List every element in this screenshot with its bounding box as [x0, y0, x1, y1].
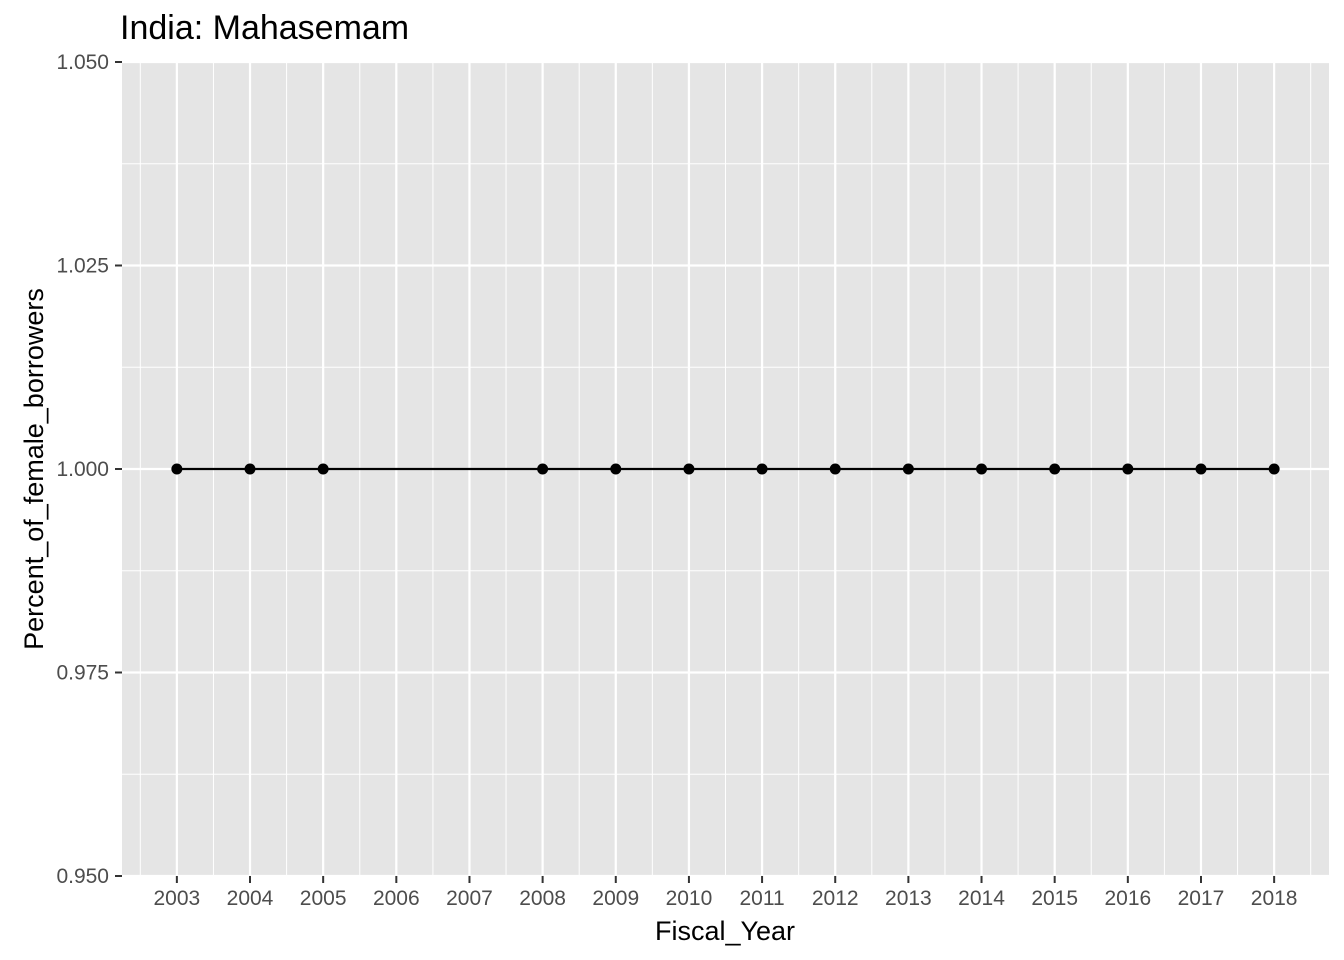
- data-point: [683, 463, 695, 475]
- x-tick-label: 2008: [519, 887, 566, 910]
- x-tick-label: 2005: [300, 887, 347, 910]
- x-tick-label: 2018: [1251, 887, 1298, 910]
- data-point: [1195, 463, 1207, 475]
- data-point: [171, 463, 183, 475]
- x-tick-label: 2014: [958, 887, 1005, 910]
- data-point: [244, 463, 256, 475]
- x-tick-label: 2003: [154, 887, 201, 910]
- x-axis-title: Fiscal_Year: [655, 916, 795, 946]
- x-tick-label: 2006: [373, 887, 420, 910]
- y-tick-label: 1.025: [56, 255, 109, 278]
- y-axis-title: Percent_of_female_borrowers: [19, 288, 49, 650]
- y-axis: 0.950 0.975 1.000 1.025 1.050: [56, 51, 122, 888]
- data-point: [1268, 463, 1280, 475]
- y-tick-label: 0.975: [56, 662, 109, 685]
- data-point: [902, 463, 914, 475]
- y-tick-label: 1.050: [56, 51, 109, 74]
- x-tick-label: 2011: [739, 887, 784, 910]
- x-tick-label: 2013: [885, 887, 932, 910]
- x-tick-label: 2016: [1104, 887, 1151, 910]
- y-tick-label: 0.950: [56, 865, 109, 888]
- data-point: [610, 463, 622, 475]
- data-point: [1122, 463, 1134, 475]
- x-tick-label: 2007: [446, 887, 493, 910]
- x-tick-label: 2017: [1178, 887, 1225, 910]
- x-tick-label: 2012: [812, 887, 859, 910]
- data-point: [829, 463, 841, 475]
- data-point: [537, 463, 549, 475]
- y-tick-label: 1.000: [56, 458, 109, 481]
- x-tick-label: 2010: [666, 887, 713, 910]
- data-point: [976, 463, 988, 475]
- x-axis: 2003 2004 2005 2006 2007 2008 2009 2010 2011 2012…: [154, 876, 1298, 910]
- data-point: [317, 463, 329, 475]
- data-series: [171, 463, 1280, 475]
- data-point: [1049, 463, 1061, 475]
- chart-title: India: Mahasemam: [120, 9, 409, 47]
- x-tick-label: 2004: [227, 887, 274, 910]
- data-point: [756, 463, 768, 475]
- x-tick-label: 2015: [1031, 887, 1078, 910]
- x-tick-label: 2009: [592, 887, 639, 910]
